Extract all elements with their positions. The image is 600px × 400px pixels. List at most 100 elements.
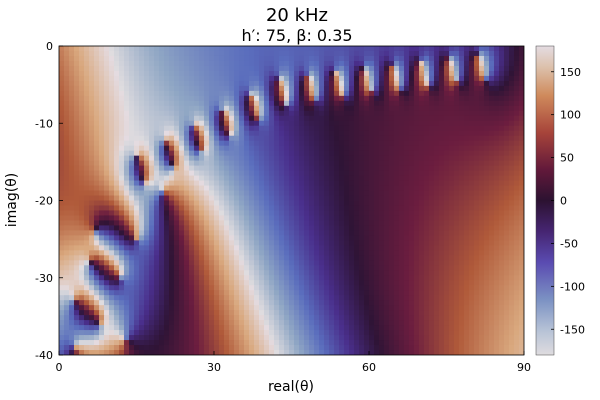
heatmap-cell <box>64 180 70 187</box>
heatmap-cell <box>519 265 524 271</box>
heatmap-cell <box>454 60 460 67</box>
heatmap-cell <box>234 65 240 72</box>
heatmap-cell <box>264 175 270 182</box>
heatmap-cell <box>314 180 320 187</box>
heatmap-cell <box>379 170 385 177</box>
heatmap-cell <box>519 50 524 57</box>
heatmap-cell <box>294 85 300 92</box>
heatmap-cell <box>144 95 150 102</box>
heatmap-cell <box>414 305 420 311</box>
heatmap-cell <box>139 285 145 291</box>
heatmap-cell <box>154 300 160 306</box>
heatmap-cell <box>234 125 240 132</box>
heatmap-cell <box>229 125 235 132</box>
heatmap-cell <box>509 200 515 207</box>
heatmap-cell <box>219 305 225 311</box>
heatmap-cell <box>219 95 225 102</box>
heatmap-cell <box>484 150 490 157</box>
heatmap-cell <box>204 80 210 87</box>
heatmap-cell <box>219 255 225 261</box>
heatmap-cell <box>134 100 140 107</box>
heatmap-cell <box>209 270 215 276</box>
heatmap-cell <box>169 140 175 147</box>
heatmap-cell <box>144 150 150 157</box>
heatmap-cell <box>239 230 245 236</box>
heatmap-cell <box>334 185 340 192</box>
heatmap-cell <box>419 140 425 147</box>
heatmap-cell <box>164 125 170 132</box>
heatmap-cell <box>279 105 285 112</box>
heatmap-cell <box>474 270 480 276</box>
heatmap-cell <box>479 140 485 147</box>
heatmap-cell <box>449 145 455 152</box>
heatmap-cell <box>319 135 325 142</box>
heatmap-cell <box>339 195 345 202</box>
heatmap-cell <box>369 260 375 266</box>
heatmap-cell <box>74 265 80 271</box>
heatmap-cell <box>394 185 400 192</box>
heatmap-cell <box>199 295 205 301</box>
heatmap-cell <box>194 130 200 137</box>
heatmap-cell <box>244 240 250 246</box>
heatmap-cell <box>469 100 475 107</box>
heatmap-cell <box>459 245 465 251</box>
heatmap-cell <box>189 295 195 301</box>
heatmap-cell <box>79 270 85 276</box>
heatmap-cell <box>209 155 215 162</box>
heatmap-cell <box>489 185 495 192</box>
heatmap-cell <box>109 55 115 62</box>
heatmap-cell <box>274 270 280 276</box>
heatmap-cell <box>214 215 220 222</box>
heatmap-cell <box>429 200 435 207</box>
heatmap-cell <box>394 140 400 147</box>
heatmap-cell <box>384 65 390 72</box>
heatmap-cell <box>179 295 185 301</box>
heatmap-cell <box>384 195 390 202</box>
heatmap-cell <box>444 165 450 172</box>
heatmap-cell <box>59 305 65 311</box>
heatmap-cell <box>464 210 470 217</box>
heatmap-cell <box>339 295 345 301</box>
heatmap-cell <box>64 60 70 67</box>
heatmap-cell <box>349 80 355 87</box>
heatmap-cell <box>89 270 95 276</box>
heatmap-cell <box>124 140 130 147</box>
heatmap-cell <box>404 215 410 222</box>
heatmap-cell <box>104 65 110 72</box>
heatmap-cell <box>254 245 260 251</box>
heatmap-cell <box>319 105 325 112</box>
heatmap-cell <box>359 300 365 306</box>
heatmap-cell <box>459 60 465 67</box>
heatmap-cell <box>144 255 150 261</box>
heatmap-cell <box>284 60 290 67</box>
heatmap-cell <box>479 305 485 311</box>
heatmap-cell <box>224 265 230 271</box>
heatmap-cell <box>209 250 215 256</box>
heatmap-cell <box>244 115 250 122</box>
heatmap-cell <box>84 280 90 286</box>
heatmap-cell <box>214 235 220 241</box>
heatmap-cell <box>239 305 245 311</box>
heatmap-cell <box>159 85 165 92</box>
heatmap-cell <box>444 95 450 102</box>
heatmap-cell <box>269 175 275 182</box>
heatmap-cell <box>424 200 430 207</box>
heatmap-cell <box>454 150 460 157</box>
heatmap-cell <box>129 65 135 72</box>
heatmap-cell <box>199 265 205 271</box>
heatmap-cell <box>284 165 290 172</box>
heatmap-cell <box>269 215 275 222</box>
heatmap-cell <box>399 60 405 67</box>
heatmap-cell <box>174 165 180 172</box>
heatmap-cell <box>199 205 205 212</box>
heatmap-cell <box>99 110 105 117</box>
heatmap-cell <box>179 140 185 147</box>
heatmap-cell <box>149 220 155 227</box>
heatmap-cell <box>499 260 505 266</box>
heatmap-cell <box>69 60 75 67</box>
heatmap-cell <box>319 225 325 231</box>
heatmap-cell <box>319 240 325 246</box>
heatmap-cell <box>414 90 420 97</box>
heatmap-cell <box>249 175 255 182</box>
heatmap-cell <box>404 145 410 152</box>
